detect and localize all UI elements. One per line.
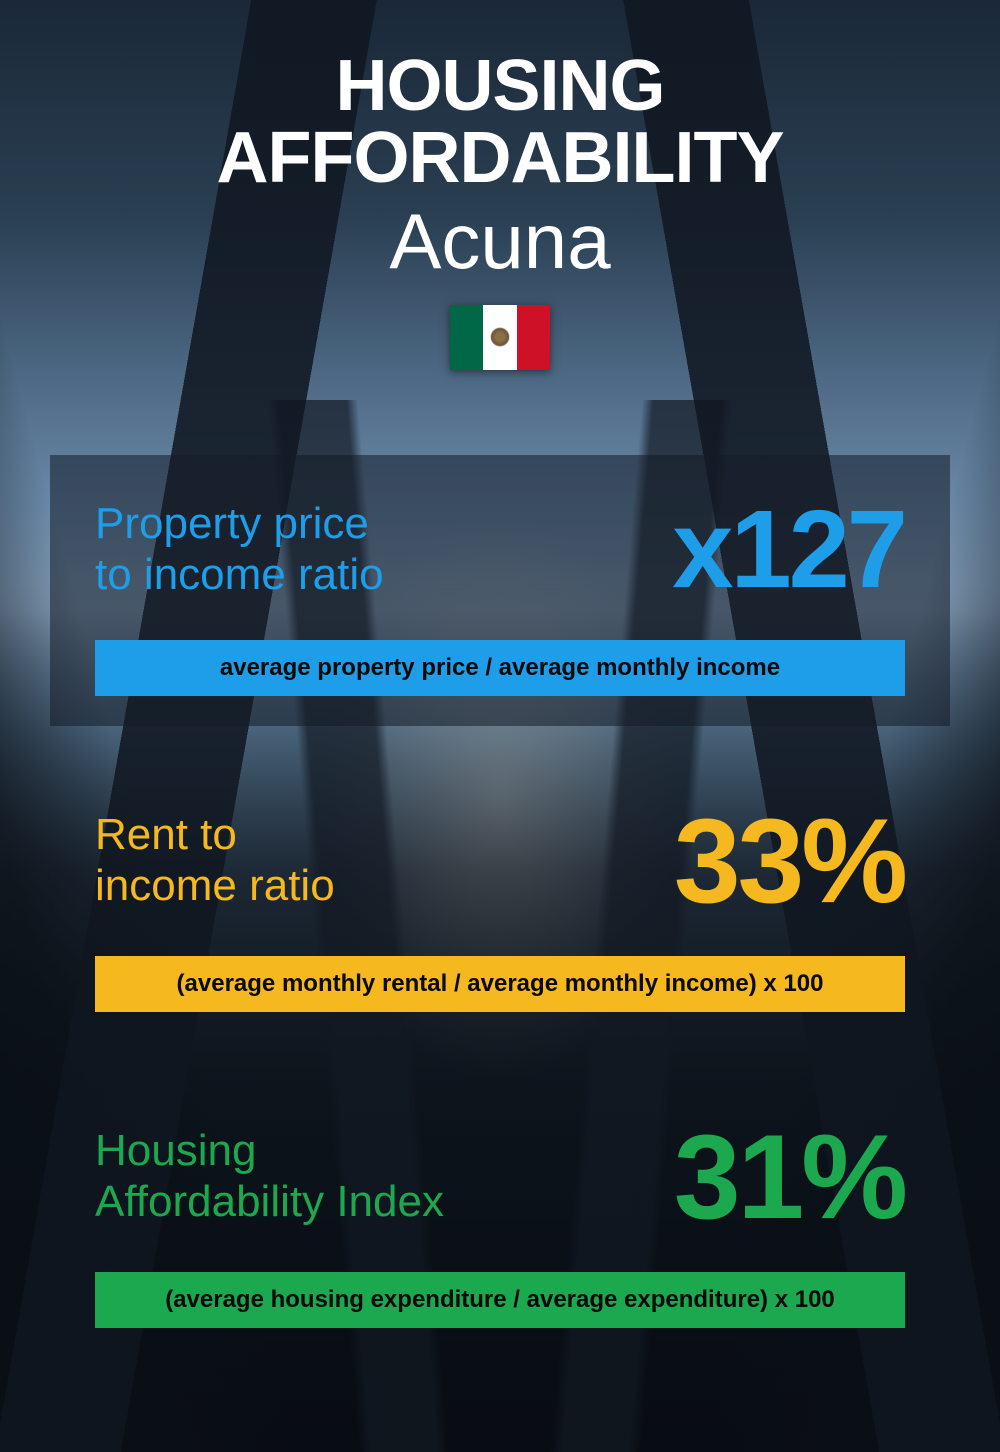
flag-red-stripe <box>517 305 550 370</box>
label-line-2: Affordability Index <box>95 1177 444 1226</box>
label-line-2: to income ratio <box>95 550 384 599</box>
label-line-1: Rent to <box>95 810 237 859</box>
affordability-index-formula: (average housing expenditure / average e… <box>95 1272 905 1328</box>
property-price-formula: average property price / average monthly… <box>95 640 905 696</box>
label-line-2: income ratio <box>95 861 335 910</box>
rent-income-formula: (average monthly rental / average monthl… <box>95 956 905 1012</box>
property-price-value: x127 <box>672 495 905 605</box>
affordability-index-label: Housing Affordability Index <box>95 1126 444 1227</box>
rent-income-card: Rent to income ratio 33% (average monthl… <box>50 801 950 1042</box>
flag-green-stripe <box>450 305 483 370</box>
affordability-index-row: Housing Affordability Index 31% <box>95 1117 905 1237</box>
affordability-index-card: Housing Affordability Index 31% (average… <box>50 1117 950 1358</box>
main-title: HOUSING AFFORDABILITY <box>50 50 950 194</box>
label-line-1: Housing <box>95 1126 256 1175</box>
property-price-row: Property price to income ratio x127 <box>95 495 905 605</box>
header-section: HOUSING AFFORDABILITY Acuna <box>50 50 950 375</box>
location-subtitle: Acuna <box>50 199 950 285</box>
label-line-1: Property price <box>95 499 369 548</box>
rent-income-value: 33% <box>674 801 905 921</box>
mexico-flag-icon <box>450 305 550 370</box>
flag-emblem-icon <box>490 327 510 347</box>
rent-income-row: Rent to income ratio 33% <box>95 801 905 921</box>
content-container: HOUSING AFFORDABILITY Acuna Property pri… <box>0 0 1000 1452</box>
property-price-label: Property price to income ratio <box>95 499 384 600</box>
rent-income-label: Rent to income ratio <box>95 810 335 911</box>
affordability-index-value: 31% <box>674 1117 905 1237</box>
flag-white-stripe <box>483 305 516 370</box>
property-price-card: Property price to income ratio x127 aver… <box>50 455 950 726</box>
